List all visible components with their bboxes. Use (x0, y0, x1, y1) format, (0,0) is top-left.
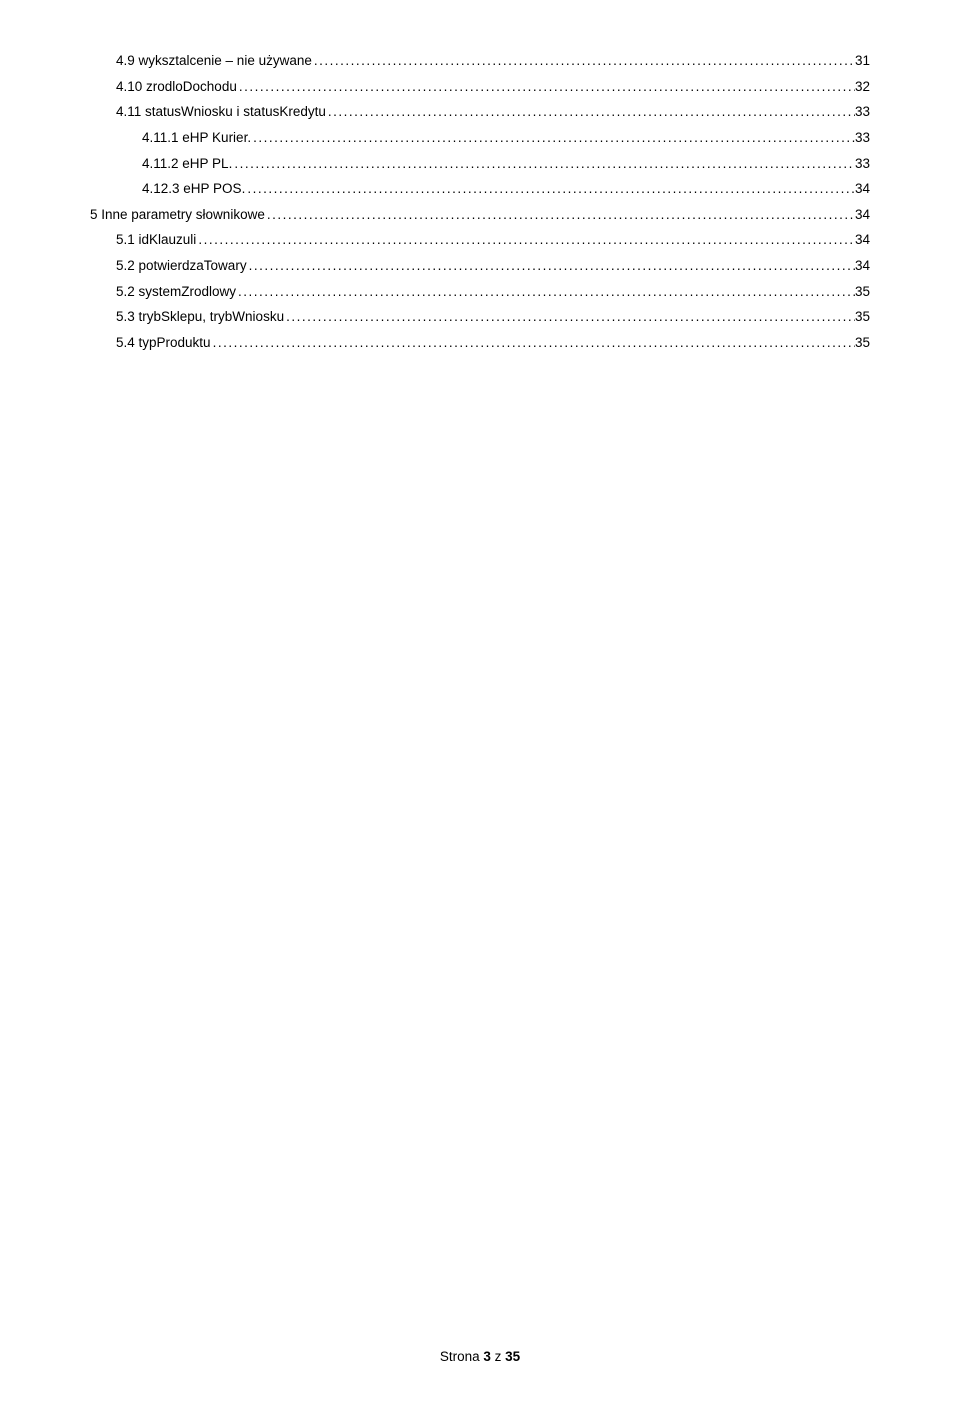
toc-entry-page: 34 (855, 253, 870, 279)
footer-middle: z (491, 1349, 505, 1364)
toc-entry-label: 4.11.1 eHP Kurier. (142, 125, 251, 151)
footer-current-page: 3 (483, 1349, 491, 1364)
toc-entry-label: 5.4 typProduktu (116, 330, 211, 356)
toc-entry: 4.10 zrodloDochodu 32 (90, 74, 870, 100)
toc-entry-page: 35 (855, 330, 870, 356)
toc-entry-page: 33 (855, 125, 870, 151)
toc-entry: 5 Inne parametry słownikowe 34 (90, 202, 870, 228)
toc-entry: 4.11.2 eHP PL. 33 (90, 151, 870, 177)
toc-entry-label: 4.11 statusWniosku i statusKredytu (116, 99, 326, 125)
toc-dot-leader (237, 74, 855, 100)
toc-entry-label: 5 Inne parametry słownikowe (90, 202, 265, 228)
toc-dot-leader (265, 202, 855, 228)
toc-entry-label: 4.11.2 eHP PL. (142, 151, 232, 177)
toc-entry-page: 35 (855, 304, 870, 330)
toc-entry-page: 34 (855, 227, 870, 253)
toc-dot-leader (211, 330, 855, 356)
toc-entry-label: 5.1 idKlauzuli (116, 227, 196, 253)
footer-total-pages: 35 (505, 1349, 520, 1364)
toc-entry-page: 31 (855, 48, 870, 74)
page-footer: Strona 3 z 35 (0, 1349, 960, 1364)
toc-entry-page: 35 (855, 279, 870, 305)
toc-dot-leader (312, 48, 855, 74)
footer-prefix: Strona (440, 1349, 484, 1364)
toc-dot-leader (284, 304, 855, 330)
toc-entry-label: 5.2 systemZrodlowy (116, 279, 236, 305)
toc-entry: 4.11.1 eHP Kurier. 33 (90, 125, 870, 151)
toc-dot-leader (326, 99, 855, 125)
toc-entry: 5.4 typProduktu 35 (90, 330, 870, 356)
toc-dot-leader (247, 253, 855, 279)
toc-entry-page: 33 (855, 151, 870, 177)
toc-dot-leader (251, 125, 855, 151)
toc-entry: 4.11 statusWniosku i statusKredytu 33 (90, 99, 870, 125)
toc-entry: 5.2 systemZrodlowy 35 (90, 279, 870, 305)
toc-entry: 5.1 idKlauzuli 34 (90, 227, 870, 253)
toc-dot-leader (236, 279, 855, 305)
page-content: 4.9 wyksztalcenie – nie używane 314.10 z… (0, 0, 960, 356)
toc-entry: 4.12.3 eHP POS. 34 (90, 176, 870, 202)
toc-dot-leader (232, 151, 855, 177)
toc-entry-label: 5.3 trybSklepu, trybWniosku (116, 304, 284, 330)
toc-entry-page: 34 (855, 176, 870, 202)
toc-entry: 5.2 potwierdzaTowary 34 (90, 253, 870, 279)
toc-entry-page: 32 (855, 74, 870, 100)
table-of-contents: 4.9 wyksztalcenie – nie używane 314.10 z… (90, 48, 870, 356)
toc-entry-label: 5.2 potwierdzaTowary (116, 253, 247, 279)
toc-entry-page: 33 (855, 99, 870, 125)
toc-dot-leader (196, 227, 855, 253)
toc-dot-leader (245, 176, 855, 202)
toc-entry-label: 4.10 zrodloDochodu (116, 74, 237, 100)
toc-entry: 4.9 wyksztalcenie – nie używane 31 (90, 48, 870, 74)
toc-entry: 5.3 trybSklepu, trybWniosku 35 (90, 304, 870, 330)
toc-entry-label: 4.12.3 eHP POS. (142, 176, 245, 202)
toc-entry-label: 4.9 wyksztalcenie – nie używane (116, 48, 312, 74)
toc-entry-page: 34 (855, 202, 870, 228)
